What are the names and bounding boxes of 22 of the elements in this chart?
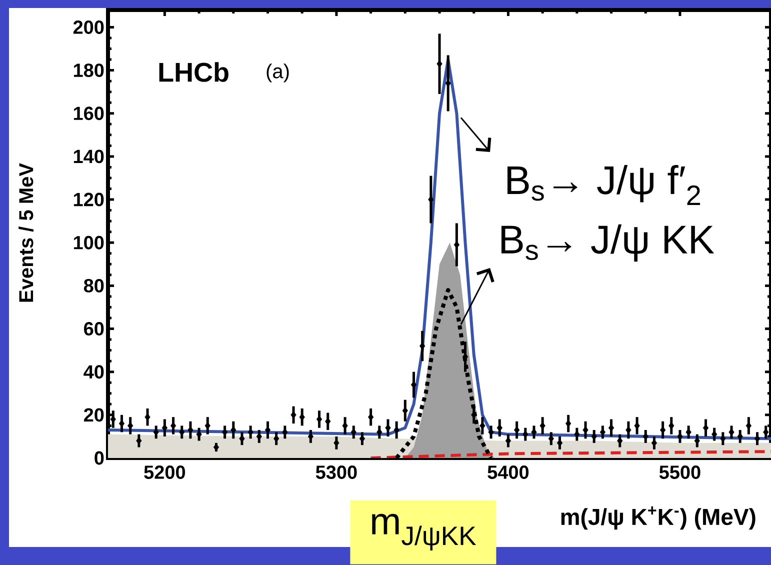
text: m$_{J/ψKK}$ [372, 514, 476, 551]
y-tick-label: 120 [74, 192, 104, 206]
y-tick-label: 0 [94, 451, 104, 465]
x-tick-label: 5400 [488, 466, 529, 479]
y-tick-label: 100 [74, 236, 104, 250]
y-tick-label: 80 [84, 278, 104, 292]
x-tick-label: 5200 [144, 466, 186, 479]
x-axis-title: m(J/ψ K$^{+}$K$^{-}$) (MeV) [561, 506, 756, 530]
y-tick-label: 20 [84, 408, 104, 422]
y-tick-label: 140 [74, 150, 104, 164]
annotation: B$_{s}$→ J/ψ KK [501, 224, 714, 262]
y-tick-label: 200 [73, 20, 104, 34]
annotation: B$_{s}$→ J/ψ f′$_{2}$ [507, 165, 700, 205]
x-tick-label: 5500 [659, 466, 700, 479]
y-tick-label: 160 [74, 106, 104, 120]
y-tick-label: 180 [74, 64, 104, 78]
y-axis-title: Events / 5 MeV [18, 163, 34, 302]
x-tick-label: 5300 [316, 466, 357, 480]
y-tick-label: 40 [84, 365, 104, 379]
annotation: LHCb [159, 62, 228, 82]
annotation: (a) [266, 64, 289, 82]
y-tick-label: 60 [84, 322, 104, 336]
